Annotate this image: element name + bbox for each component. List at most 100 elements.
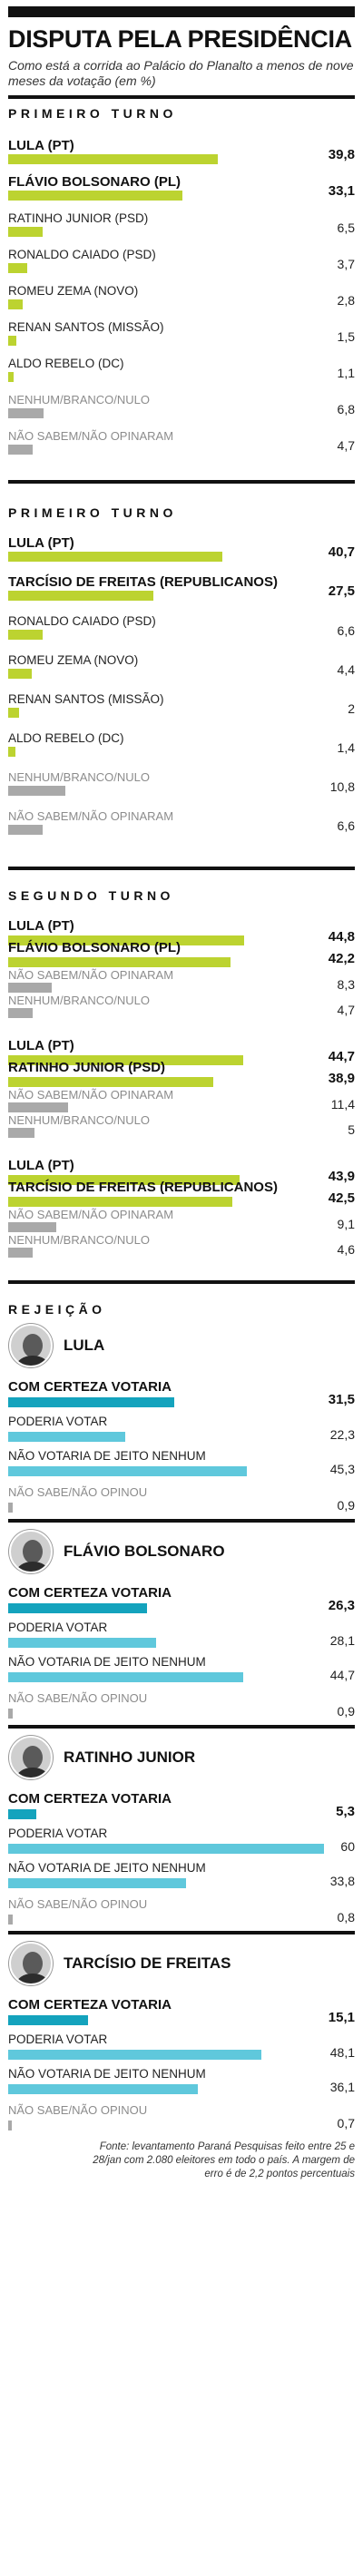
data-label: 8,3 [337,977,355,992]
bar-label: RATINHO JUNIOR (PSD) [8,1060,166,1075]
bar-label: FLÁVIO BOLSONARO (PL) [8,174,181,190]
bar-label: FLÁVIO BOLSONARO (PL) [8,940,181,955]
data-label: 44,7 [328,1049,355,1064]
bar-label: TARCÍSIO DE FREITAS (REPUBLICANOS) [8,1180,278,1195]
bar-label: RENAN SANTOS (MISSÃO) [8,692,164,706]
bar-label: ALDO REBELO (DC) [8,357,124,370]
data-label: 42,5 [328,1190,355,1206]
bar [8,957,231,967]
bar [8,1809,36,1819]
data-label: 4,7 [337,438,355,453]
data-label: 43,9 [328,1169,355,1184]
data-label: 4,4 [337,662,355,677]
bar [8,935,244,945]
data-label: 6,6 [337,623,355,638]
bar-label: NÃO VOTARIA DE JEITO NENHUM [8,1861,206,1875]
bar [8,408,44,418]
bar [8,1008,34,1018]
bar [8,1102,69,1112]
data-label: 36,1 [329,2080,355,2094]
bar-label: NÃO SABEM/NÃO OPINARAM [8,968,174,982]
bar-label: NENHUM/BRANCO/NULO [8,994,151,1007]
data-label: 10,8 [329,779,355,794]
bar-label: NÃO SABE/NÃO OPINOU [8,1897,148,1911]
data-label: 42,2 [328,951,355,966]
bar-label: NÃO SABEM/NÃO OPINARAM [8,1208,174,1221]
bar-label: NÃO VOTARIA DE JEITO NENHUM [8,1655,206,1669]
bar-label: PODERIA VOTAR [8,1621,108,1634]
data-label: 31,5 [328,1392,355,1407]
bar-label: NÃO VOTARIA DE JEITO NENHUM [8,1449,206,1463]
section-divider [8,867,355,870]
data-label: 2,8 [337,293,355,308]
bar [8,299,24,309]
bar-label: NÃO SABE/NÃO OPINOU [8,1691,148,1705]
data-label: 28,1 [329,1633,355,1648]
data-label: 0,8 [337,1910,355,1925]
bar [8,1709,14,1719]
data-label: 6,5 [337,220,355,235]
bar-label: NÃO SABE/NÃO OPINOU [8,2103,148,2117]
bar [8,1878,187,1888]
bar-label: LULA (PT) [8,918,74,934]
section-divider [8,95,355,99]
bar [8,552,223,562]
section-divider [8,480,355,484]
bar [8,1603,147,1613]
data-label: 1,1 [337,366,355,380]
section-divider [8,1280,355,1284]
data-label: 9,1 [337,1217,355,1231]
candidate-name: TARCÍSIO DE FREITAS [64,1954,231,1972]
bar-label: NÃO SABEM/NÃO OPINARAM [8,1088,174,1102]
section-header: SEGUNDO TURNO [8,888,174,903]
bar [8,708,19,718]
bar [8,445,34,455]
bar [8,372,15,382]
bar [8,2015,88,2025]
bar-label: TARCÍSIO DE FREITAS (REPUBLICANOS) [8,574,278,590]
bar-label: NÃO VOTARIA DE JEITO NENHUM [8,2067,206,2081]
bar [8,1432,126,1442]
bar-label: NENHUM/BRANCO/NULO [8,1113,151,1127]
data-label: 48,1 [329,2045,355,2060]
bar [8,2084,199,2094]
candidate-name: LULA [64,1337,105,1354]
bar-label: RENAN SANTOS (MISSÃO) [8,320,164,334]
bar-label: LULA (PT) [8,1158,74,1173]
data-label: 0,9 [337,1498,355,1513]
data-label: 6,6 [337,818,355,833]
bar-label: COM CERTEZA VOTARIA [8,1791,172,1807]
bar [8,669,32,679]
data-label: 2 [348,701,355,716]
bar-label: LULA (PT) [8,1038,74,1053]
bar [8,1128,34,1138]
data-label: 5 [348,1122,355,1137]
bar-label: ROMEU ZEMA (NOVO) [8,653,139,667]
bar [8,1503,14,1513]
bar [8,2121,13,2130]
data-label: 11,4 [330,1097,355,1112]
bar [8,983,53,993]
source-footnote: Fonte: levantamento Paraná Pesquisas fei… [93,2141,355,2179]
bar [8,1915,13,1925]
bar [8,1175,240,1185]
data-label: 5,3 [336,1804,355,1819]
candidate-name: FLÁVIO BOLSONARO [64,1543,225,1560]
section-divider [8,1519,355,1523]
bar [8,1844,324,1854]
bar [8,2050,261,2060]
bar-label: COM CERTEZA VOTARIA [8,1379,172,1395]
data-label: 39,8 [328,147,355,162]
bar [8,825,44,835]
data-label: 60 [340,1839,355,1854]
data-label: 45,3 [329,1462,355,1476]
bar-label: PODERIA VOTAR [8,2032,108,2046]
bar-label: PODERIA VOTAR [8,1827,108,1840]
section-header: PRIMEIRO TURNO [8,505,177,520]
data-label: 44,7 [329,1668,355,1682]
candidate-photo-icon [9,1324,53,1367]
data-label: 40,7 [328,544,355,560]
bar-label: LULA (PT) [8,535,74,551]
candidate-name: RATINHO JUNIOR [64,1748,196,1766]
data-label: 0,7 [337,2116,355,2130]
